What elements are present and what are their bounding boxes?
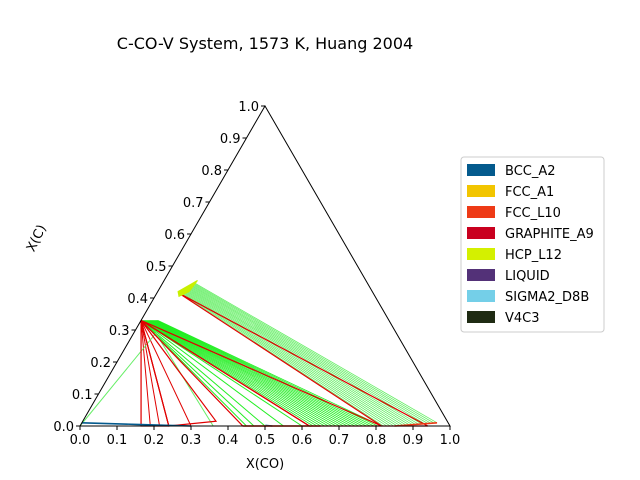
tie-line	[140, 320, 266, 427]
tie-line	[180, 292, 384, 427]
tie-line	[144, 320, 325, 427]
phase-boundary	[81, 422, 192, 427]
x-tick-label: 0.1	[107, 433, 128, 448]
x-tick-label: 0.2	[144, 433, 165, 448]
tie-line	[146, 320, 337, 427]
legend-label: BCC_A2	[505, 164, 556, 179]
y-tick-label: 0.8	[201, 164, 222, 179]
legend-swatch	[467, 206, 495, 218]
tie-line	[141, 320, 314, 427]
tie-line	[146, 320, 333, 427]
tie-line	[191, 285, 425, 424]
tie-line	[142, 320, 318, 427]
y-tick-label: 0.0	[53, 420, 74, 435]
legend-swatch	[467, 248, 495, 260]
x-tick-label: 0.6	[292, 433, 313, 448]
y-tick-label: 1.0	[238, 100, 259, 115]
y-axis-label: X(C)	[24, 223, 50, 255]
tie-line	[195, 283, 438, 424]
legend-label: FCC_L10	[505, 206, 561, 221]
x-tick-label: 0.5	[255, 433, 276, 448]
legend-label: SIGMA2_D8B	[505, 290, 589, 305]
legend-swatch	[467, 164, 495, 176]
tie-line	[145, 320, 329, 427]
tie-line	[140, 320, 161, 427]
tie-line	[186, 288, 406, 426]
legend-label: LIQUID	[505, 269, 550, 284]
legend: BCC_A2 FCC_A1 FCC_L10 GRAPHITE_A9 HCP_L12 LIQ…	[460, 156, 605, 333]
tie-line	[149, 320, 348, 427]
x-tick-label: 0.8	[366, 433, 387, 448]
phase-boundary	[394, 422, 438, 427]
y-tick-label: 0.7	[183, 196, 204, 211]
tie-line	[157, 320, 382, 427]
tie-triangle	[140, 320, 218, 427]
tie-line	[140, 319, 284, 427]
y-tick-label: 0.6	[164, 228, 185, 243]
x-tick-label: 1.0	[440, 433, 461, 448]
tie-line	[181, 292, 387, 427]
tie-line	[193, 284, 431, 424]
tie-line	[194, 283, 435, 424]
tie-line	[140, 319, 303, 427]
legend-label: V4C3	[505, 311, 540, 326]
plot-area	[79, 279, 438, 427]
legend-box	[460, 156, 605, 333]
tie-line	[184, 290, 397, 426]
tie-line	[189, 287, 416, 425]
tie-line	[191, 286, 422, 425]
tie-line	[140, 320, 255, 427]
tie-line	[151, 320, 356, 427]
legend-swatch	[467, 311, 495, 323]
y-tick-label: 0.1	[72, 388, 93, 403]
y-tick-label: 0.5	[146, 260, 167, 275]
x-tick-label: 0.4	[218, 433, 239, 448]
x-tick-label: 0.0	[70, 433, 91, 448]
legend-label: FCC_A1	[505, 185, 554, 200]
legend-swatch	[467, 185, 495, 197]
legend-label: GRAPHITE_A9	[505, 227, 594, 242]
tie-line	[140, 320, 151, 427]
tie-line	[182, 291, 390, 426]
y-tick-label: 0.2	[90, 356, 111, 371]
legend-swatch	[467, 269, 495, 281]
tie-line	[184, 290, 400, 426]
axes: 0.0 0.1 0.2 0.3 0.4 0.5 0.6 0.7 0.8 0.9 1.0 0.0 0.1 0…	[53, 100, 460, 448]
x-tick-label: 0.7	[329, 433, 350, 448]
legend-swatch	[467, 290, 495, 302]
legend-label: HCP_L12	[505, 248, 562, 263]
tie-line	[152, 320, 359, 427]
chart-title: C-CO-V System, 1573 K, Huang 2004	[117, 34, 413, 53]
tie-line	[192, 284, 428, 424]
y-tick-label: 0.4	[127, 292, 148, 307]
tie-line	[188, 287, 413, 425]
tie-line	[185, 289, 403, 426]
tie-line	[155, 320, 375, 427]
hcp-region	[177, 279, 198, 298]
tie-line	[143, 320, 321, 427]
x-tick-label: 0.9	[403, 433, 424, 448]
phase-line	[79, 332, 157, 427]
y-tick-label: 0.9	[220, 132, 241, 147]
tie-line	[140, 320, 192, 427]
legend-swatch	[467, 227, 495, 239]
x-axis-label: X(CO)	[246, 457, 284, 472]
x-tick-label: 0.3	[181, 433, 202, 448]
tie-line	[150, 320, 352, 427]
y-tick-label: 0.3	[109, 324, 130, 339]
tie-line	[153, 320, 363, 427]
